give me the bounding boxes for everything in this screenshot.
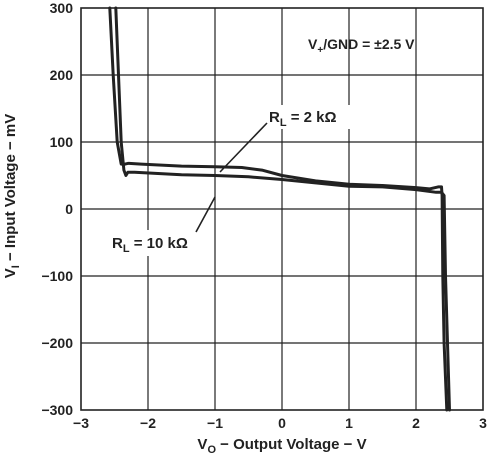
- x-axis-title-rest: − Output Voltage − V: [216, 436, 367, 453]
- leader-line-10k: [195, 196, 216, 233]
- grid-lines: [81, 8, 483, 410]
- plot-frame: [80, 7, 484, 411]
- x-axis-title-sub: O: [207, 444, 216, 456]
- supply-annotation-main: V: [308, 36, 318, 52]
- x-axis-title-main: V: [197, 436, 207, 453]
- series-label-2k-rest: = 2 kΩ: [287, 109, 337, 126]
- y-tick-label: −200: [41, 335, 73, 351]
- y-tick-label: −300: [41, 402, 73, 418]
- series-label-10k: RL = 10 kΩ: [112, 235, 188, 255]
- series-label-2k-main: R: [269, 109, 280, 126]
- x-tick-label: −1: [207, 415, 223, 431]
- series-line-rl-10k: [114, 6, 451, 412]
- x-tick-label: 1: [345, 415, 353, 431]
- leader-line-2k: [219, 122, 268, 173]
- series-label-2k-sub: L: [280, 117, 287, 129]
- y-tick-label: 200: [50, 67, 74, 83]
- series-label-10k-main: R: [112, 235, 123, 252]
- x-axis-title: VO − Output Voltage − V: [197, 436, 366, 456]
- x-tick-label: 2: [412, 415, 420, 431]
- x-tick-label: 0: [278, 415, 286, 431]
- series-lines: [108, 6, 451, 412]
- x-tick-label: 3: [479, 415, 487, 431]
- y-tick-label: −100: [41, 268, 73, 284]
- y-axis-title-sub: I: [10, 265, 22, 268]
- series-label-10k-rest: = 10 kΩ: [130, 235, 188, 252]
- y-tick-label: 300: [50, 0, 74, 16]
- tick-labels: −3 −2 −1 0 1 2 3 300 200 100 0 −100 −200 −300: [41, 0, 487, 431]
- series-label-2k: RL = 2 kΩ: [269, 109, 337, 129]
- y-axis-title: VI − Input Voltage − mV: [2, 114, 22, 279]
- series-label-10k-sub: L: [123, 243, 130, 255]
- supply-annotation: V+/GND = ±2.5 V: [308, 36, 415, 56]
- y-axis-title-rest: − Input Voltage − mV: [2, 114, 19, 265]
- supply-annotation-sub: +: [317, 45, 323, 56]
- y-tick-label: 0: [65, 201, 73, 217]
- supply-annotation-rest: /GND = ±2.5 V: [323, 36, 415, 52]
- x-tick-label: −3: [73, 415, 89, 431]
- y-tick-label: 100: [50, 134, 74, 150]
- y-axis-title-main: V: [2, 268, 19, 278]
- x-tick-label: −2: [140, 415, 156, 431]
